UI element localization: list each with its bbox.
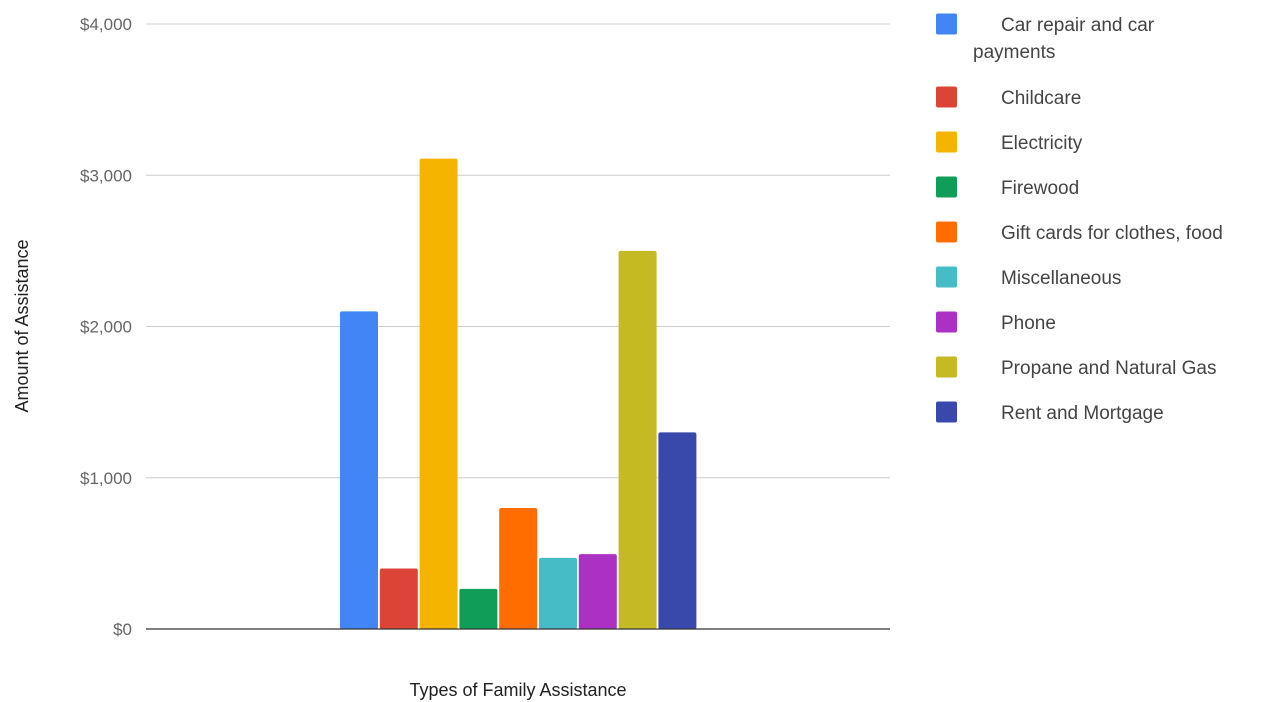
legend-item[interactable]: Rent and Mortgage [936, 401, 1164, 425]
legend-label: Childcare [1001, 88, 1081, 109]
legend-swatch [936, 401, 957, 423]
bar[interactable] [539, 557, 577, 629]
bar[interactable] [340, 311, 378, 629]
y-tick-label: $2,000 [80, 318, 132, 337]
legend-item[interactable]: Childcare [936, 86, 1081, 110]
y-axis-title: Amount of Assistance [12, 239, 32, 412]
legend[interactable]: Car repair and car payments Childcare Elect… [936, 13, 1223, 425]
bar[interactable] [578, 554, 617, 629]
legend-swatch [936, 311, 957, 333]
legend-label: Rent and Mortgage [1001, 403, 1164, 424]
legend-label: Miscellaneous [1001, 268, 1121, 289]
legend-label: Phone [1001, 313, 1056, 334]
legend-item[interactable]: Car repair and car payments [936, 13, 1155, 64]
legend-swatch [936, 86, 957, 108]
legend-label: Firewood [1001, 178, 1079, 199]
legend-item[interactable]: Miscellaneous [936, 266, 1121, 290]
legend-item[interactable]: Firewood [936, 176, 1079, 200]
legend-item[interactable]: Electricity [936, 131, 1083, 155]
bar[interactable] [459, 588, 498, 629]
legend-label: Electricity [1001, 133, 1083, 154]
legend-swatch [936, 13, 957, 35]
legend-swatch [936, 176, 957, 198]
legend-label: Car repair and car payments [973, 15, 1155, 63]
legend-swatch [936, 131, 957, 153]
bar[interactable] [499, 508, 538, 629]
y-tick-label: $1,000 [80, 469, 132, 488]
y-tick-label: $0 [113, 620, 132, 639]
gridlines [146, 23, 890, 479]
legend-item[interactable]: Gift cards for clothes, food [936, 221, 1223, 245]
x-axis-title: Types of Family Assistance [409, 680, 626, 700]
legend-swatch [936, 356, 957, 378]
y-tick-label: $4,000 [80, 15, 132, 34]
legend-swatch [936, 266, 957, 288]
bar[interactable] [419, 158, 458, 630]
legend-label: Gift cards for clothes, food [1001, 223, 1223, 244]
bars [340, 158, 697, 630]
bar[interactable] [618, 250, 657, 629]
legend-item[interactable]: Propane and Natural Gas [936, 356, 1216, 380]
legend-item[interactable]: Phone [936, 311, 1056, 335]
axes: $0 $1,000 $2,000 $3,000 $4,000 [80, 15, 890, 639]
bar[interactable] [658, 432, 697, 629]
bar[interactable] [379, 568, 418, 630]
legend-swatch [936, 221, 957, 243]
legend-label: Propane and Natural Gas [1001, 358, 1216, 379]
y-tick-label: $3,000 [80, 166, 132, 185]
